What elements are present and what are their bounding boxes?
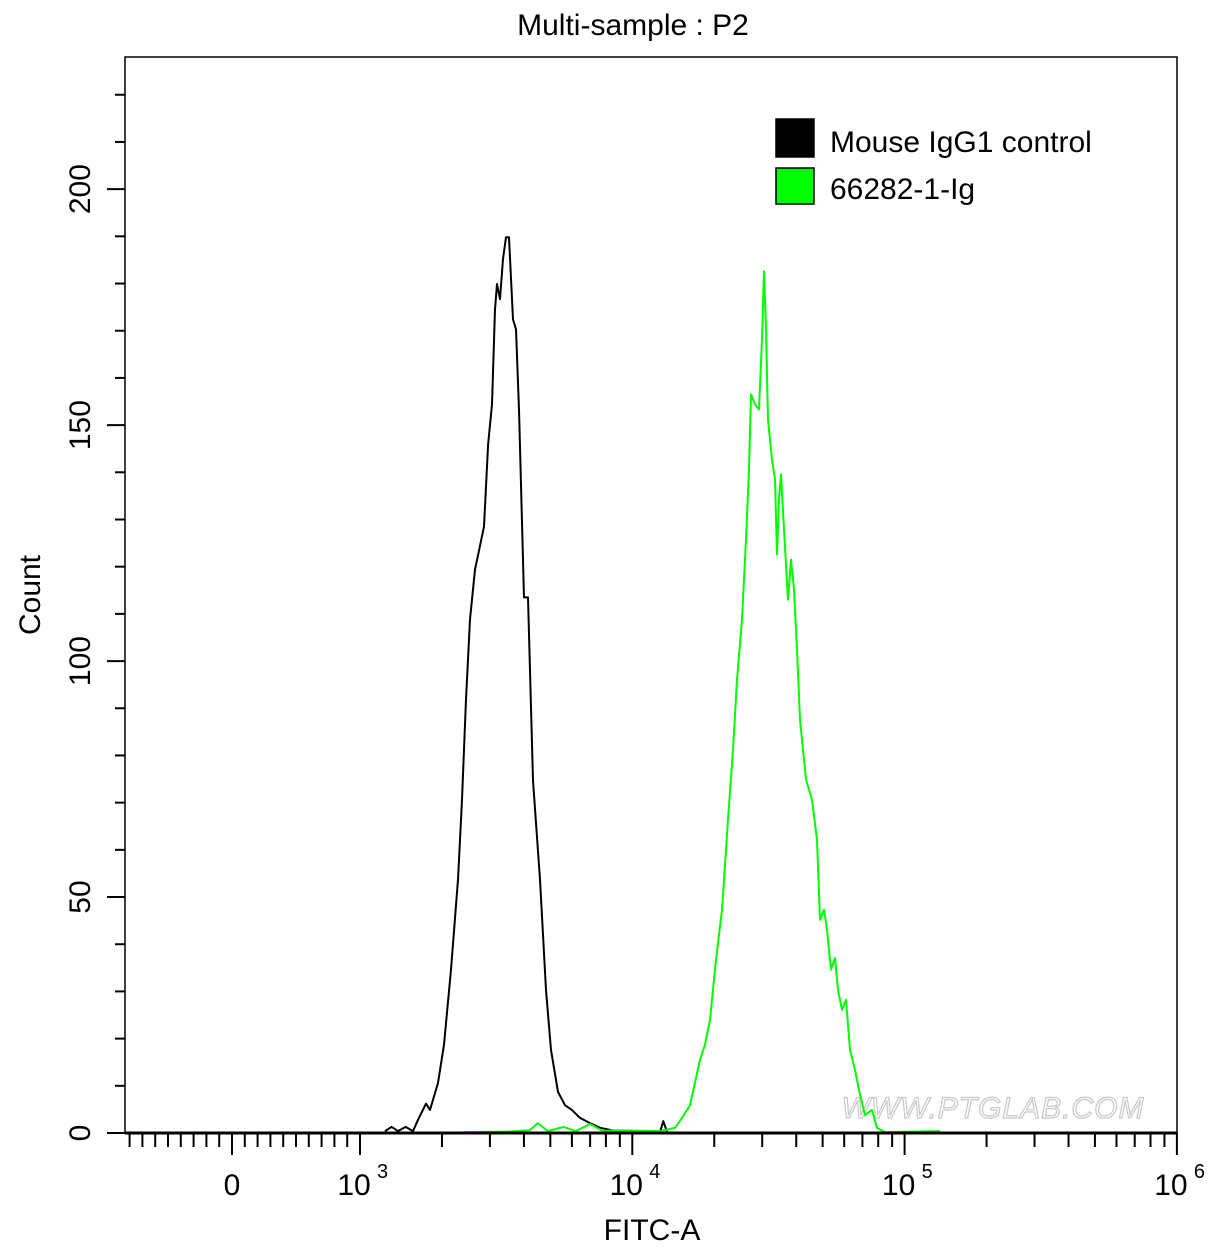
legend: Mouse IgG1 control 66282-1-Ig [775,118,1092,206]
x-tick-exponent: 3 [377,1161,388,1183]
y-tick-label: 150 [64,400,97,450]
legend-swatch-antibody [775,167,815,205]
x-axis-label: FITC-A [604,1214,701,1247]
axes-layer: 0 10 3 10 4 10 5 10 6 0 50 100 150 200 [64,93,1205,1202]
x-tick-label: 10 [882,1169,915,1202]
x-tick-exponent: 5 [922,1161,933,1183]
x-tick-exponent: 6 [1194,1161,1205,1183]
y-tick-label: 100 [64,636,97,686]
y-tick-label: 200 [64,164,97,214]
x-tick-label: 0 [224,1169,241,1202]
x-tick-label: 10 [610,1169,643,1202]
y-tick-label: 50 [64,880,97,913]
watermark-text: WWW.PTGLAB.COM [842,1092,1145,1125]
plot-frame [124,56,1178,1134]
y-tick-label: 0 [64,1125,97,1142]
watermark: WWW.PTGLAB.COM [841,1091,1145,1125]
series-line-1 [463,270,941,1134]
chart-title: Multi-sample : P2 [517,9,749,42]
legend-label-control: Mouse IgG1 control [830,126,1092,159]
legend-item-control: Mouse IgG1 control [775,118,1092,159]
series-layer [384,236,941,1134]
legend-item-antibody: 66282-1-Ig [775,167,975,206]
series-line-0 [384,236,668,1134]
legend-label-antibody: 66282-1-Ig [830,173,975,206]
x-tick-exponent: 4 [649,1161,660,1183]
y-axis-label: Count [14,554,47,635]
x-tick-label: 10 [337,1169,370,1202]
x-tick-label: 10 [1154,1169,1187,1202]
legend-swatch-control [775,118,815,158]
